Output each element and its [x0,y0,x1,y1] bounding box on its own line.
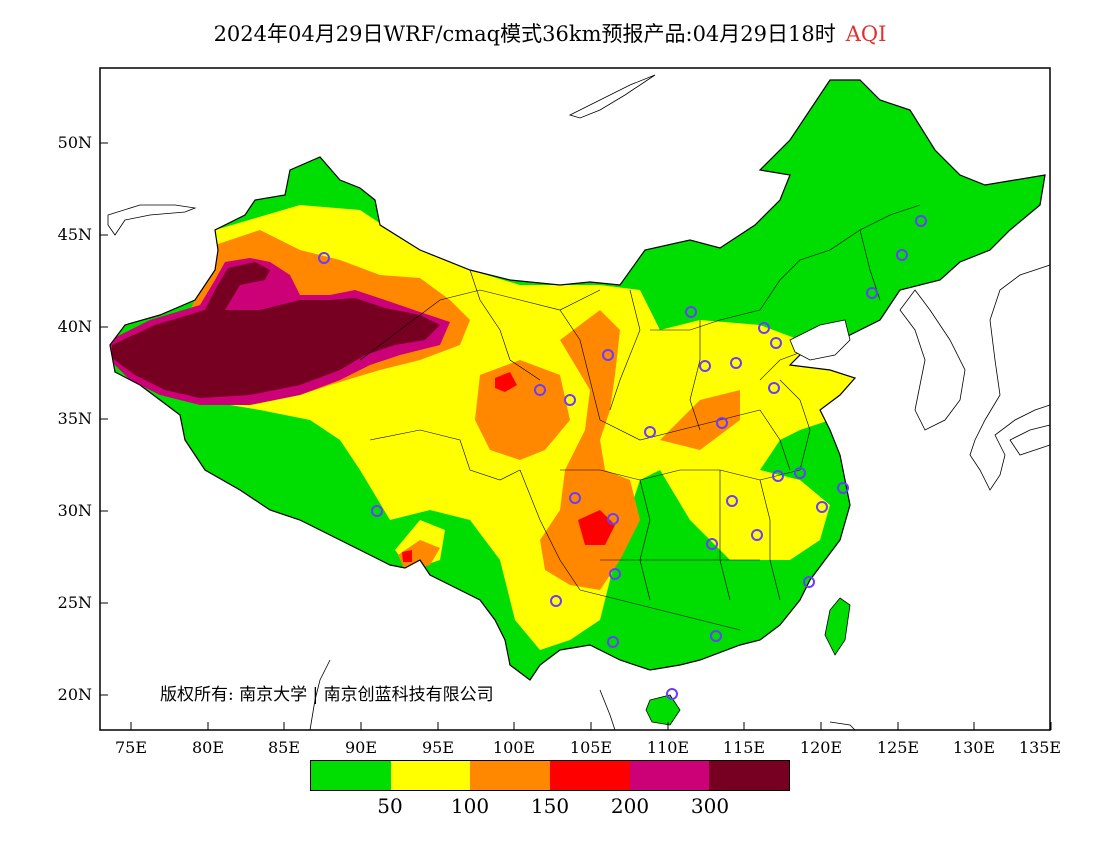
lat-label-40n: 40N [57,317,92,336]
station-marker [685,306,697,318]
station-marker [371,505,383,517]
lat-label-50n: 50N [57,133,92,152]
station-marker [607,636,619,648]
station-markers [318,215,927,700]
lon-label-95e: 95E [421,738,455,757]
station-marker [768,382,780,394]
station-marker [666,688,678,700]
lat-label-35n: 35N [57,409,92,428]
lon-label-75e: 75E [114,738,148,757]
station-marker [772,470,784,482]
station-marker [915,215,927,227]
lon-label-110e: 110E [646,738,690,757]
station-marker [644,426,656,438]
legend-swatch-magenta [629,761,710,790]
aqi-label: AQI [845,22,887,46]
station-marker [706,538,718,550]
lon-label-80e: 80E [191,738,225,757]
legend-label-150: 150 [530,794,570,818]
lon-label-120e: 120E [799,738,843,757]
lon-label-105e: 105E [569,738,613,757]
station-marker [837,482,849,494]
legend-swatch-green [311,761,391,790]
station-marker [564,394,576,406]
lon-label-85e: 85E [267,738,301,757]
station-marker [699,360,711,372]
lat-ticks [100,142,108,696]
taiwan-island [824,597,851,656]
hainan-island [645,694,681,726]
bohai-sea [789,319,851,361]
legend-label-300: 300 [690,794,730,818]
lon-label-90e: 90E [344,738,378,757]
legend-swatch-darkred [709,761,790,790]
lon-label-135e: 135E [1018,738,1062,757]
station-marker [550,595,562,607]
page-title: 2024年04月29日WRF/cmaq模式36km预报产品:04月29日18时 A… [0,18,1100,48]
province-borders [359,204,921,631]
station-marker [758,322,770,334]
station-marker [609,568,621,580]
lat-label-30n: 30N [57,501,92,520]
station-marker [726,495,738,507]
station-marker [794,467,806,479]
lon-label-130e: 130E [952,738,996,757]
station-marker [318,252,330,264]
station-marker [866,287,878,299]
lon-label-115e: 115E [722,738,766,757]
station-marker [770,337,782,349]
lon-label-100e: 100E [492,738,536,757]
station-marker [607,513,619,525]
lat-label-25n: 25N [57,593,92,612]
station-marker [716,417,728,429]
foreign-coastlines [107,74,1051,731]
station-marker [896,249,908,261]
station-marker [751,529,763,541]
lat-label-45n: 45N [57,225,92,244]
legend-swatch-red [550,761,630,790]
legend-label-50: 50 [377,794,403,818]
station-marker [569,492,581,504]
legend-swatch-yellow [390,761,471,790]
station-marker [803,576,815,588]
legend-swatch-orange [470,761,551,790]
station-marker [534,384,546,396]
lon-label-125e: 125E [876,738,920,757]
legend-colorbar [310,760,790,791]
legend-label-100: 100 [450,794,490,818]
station-marker [816,501,828,513]
copyright-text: 版权所有: 南京大学 | 南京创蓝科技有限公司 [160,685,494,705]
title-text: 2024年04月29日WRF/cmaq模式36km预报产品:04月29日18时 [213,22,836,46]
aqi-band-red [578,510,615,545]
legend-label-200: 200 [610,794,650,818]
station-marker [710,630,722,642]
lat-label-20n: 20N [57,685,92,704]
aqi-band-darkred [112,262,440,398]
lon-ticks [130,722,1052,730]
station-marker [602,349,614,361]
station-marker [730,357,742,369]
